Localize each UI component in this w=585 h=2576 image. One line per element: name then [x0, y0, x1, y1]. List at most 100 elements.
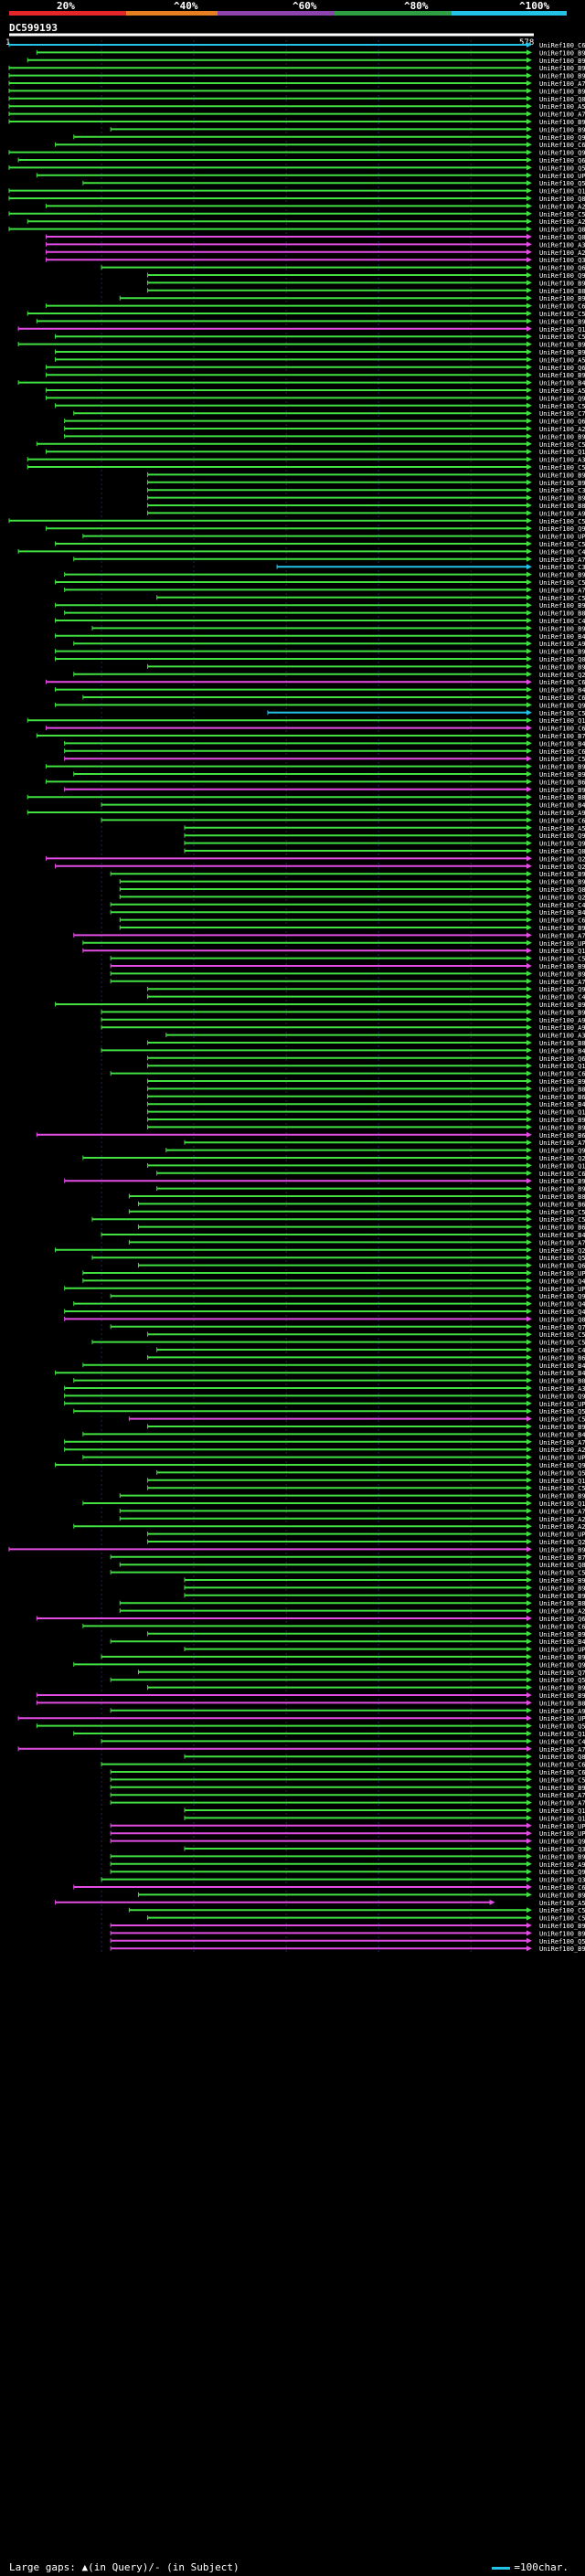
hit-arrow: [526, 771, 532, 777]
hit-arrow: [526, 709, 532, 716]
hit-arrow: [526, 1492, 532, 1499]
hit-arrow: [526, 1539, 532, 1544]
hit-arrow: [526, 1024, 532, 1031]
hit-arrow: [526, 1884, 532, 1890]
hit-label: UniRef100_Q1QNC1: [539, 1109, 585, 1117]
hit-label: UniRef100_Q1QKZ7: [539, 449, 585, 456]
hit-arrow: [526, 1907, 532, 1913]
hit-arrow: [526, 1270, 532, 1276]
hit-label: UniRef100_C3RB87: [539, 487, 585, 494]
hit-label: UniRef100_B9HCQ6: [539, 126, 585, 133]
hit-arrow: [526, 717, 532, 724]
hit-label: UniRef100_B9NTI3: [539, 1593, 585, 1600]
hit-arrow: [526, 1086, 532, 1092]
hit-arrow: [526, 1255, 532, 1261]
hit-arrow: [526, 955, 532, 961]
hit-label: UniRef100_Q06348: [539, 656, 585, 663]
hit-arrow: [526, 855, 532, 862]
hit-arrow: [526, 632, 532, 639]
hit-label: UniRef100_B8BE35: [539, 1700, 585, 1707]
hit-label: UniRef100_B9HMN2: [539, 771, 585, 779]
hit-label: UniRef100_Q4K8I4: [539, 1301, 585, 1309]
hit-label: UniRef100_B6SY24: [539, 779, 585, 786]
hit-label: UniRef100_Q9LJ17: [539, 1839, 585, 1846]
hit-arrow: [526, 1438, 532, 1445]
hit-label: UniRef100_B9GQ80: [539, 787, 585, 794]
hit-label: UniRef100_C3ZRV9: [539, 564, 585, 571]
hit-label: UniRef100_B9HTP5: [539, 572, 585, 579]
hit-label: UniRef100_Q2QEU0: [539, 1155, 585, 1162]
hit-label: UniRef100_Q5YJ35: [539, 1723, 585, 1731]
hit-label: UniRef100_A7PMS1: [539, 1800, 585, 1807]
hit-label: UniRef100_B9HPB2: [539, 1493, 585, 1500]
hit-label: UniRef100_B8LKY1: [539, 794, 585, 801]
hit-label: UniRef100_C6ZRY0: [539, 1884, 585, 1892]
scale-segment-purple: [218, 11, 335, 16]
hit-arrow: [526, 395, 532, 401]
hit-label: UniRef100_Q9H3W6: [539, 272, 585, 280]
hit-arrow: [526, 756, 532, 762]
hit-label: UniRef100_Q2V447: [539, 894, 585, 901]
scale-segment-orange: [126, 11, 218, 16]
hit-arrow: [526, 1424, 532, 1429]
hit-arrow: [526, 1078, 532, 1084]
hit-label: UniRef100_UPI000...: [539, 1270, 585, 1277]
hit-label: UniRef100_A2ZE24: [539, 203, 585, 210]
hit-label: UniRef100_Q6TUJ7: [539, 419, 585, 426]
hit-arrow: [526, 1040, 532, 1045]
hit-arrow: [526, 1232, 532, 1237]
hit-arrow: [526, 694, 532, 700]
hit-arrow: [526, 1616, 532, 1621]
hit-arrow: [526, 196, 532, 201]
hit-label: UniRef100_Q52823: [539, 1469, 585, 1477]
hit-label: UniRef100_A7P1N4: [539, 1508, 585, 1515]
hit-arrow: [526, 387, 532, 393]
hit-label: UniRef100_B9GJM9: [539, 1009, 585, 1016]
hit-label: UniRef100_Q8H1E3: [539, 848, 585, 855]
hit-label: UniRef100_Q1X4T3: [539, 717, 585, 725]
hit-arrow: [526, 817, 532, 823]
scale-legend-text: =100char.: [514, 2561, 569, 2573]
hit-label: UniRef100_B6TRV3: [539, 1354, 585, 1362]
hit-arrow: [526, 1462, 532, 1468]
hit-arrow: [526, 487, 532, 493]
hit-label: UniRef100_A3AER4: [539, 241, 585, 249]
hit-arrow: [526, 1408, 532, 1415]
hit-arrow: [526, 272, 532, 278]
hit-arrow: [526, 164, 532, 171]
hit-arrow: [526, 1723, 532, 1729]
hit-arrow: [526, 1201, 532, 1207]
hit-label: UniRef100_Q8H3Q9: [539, 96, 585, 103]
hit-arrow: [526, 1500, 532, 1506]
hit-label: UniRef100_A9PDB3: [539, 1017, 585, 1024]
hit-arrow: [526, 1147, 532, 1153]
hit-arrow: [526, 1385, 532, 1391]
hit-arrow: [526, 1553, 532, 1560]
hit-arrow: [526, 218, 532, 225]
hit-label: UniRef100_B4FAX6: [539, 1047, 585, 1055]
hit-label: UniRef100_Q93VE8: [539, 1393, 585, 1400]
hit-arrow: [526, 1860, 532, 1867]
hit-arrow: [526, 556, 532, 562]
hit-arrow: [526, 149, 532, 155]
hit-label: UniRef100_Q1LJU0: [539, 326, 585, 334]
hit-arrow: [526, 65, 532, 71]
hit-arrow: [526, 1208, 532, 1214]
hit-label: UniRef100_Q2QYF9: [539, 672, 585, 679]
hit-arrow: [526, 119, 532, 124]
hit-arrow: [526, 88, 532, 94]
hit-arrow: [526, 1431, 532, 1437]
hit-label: UniRef100_B9FBV5: [539, 1692, 585, 1700]
hit-arrow: [526, 763, 532, 769]
hit-arrow: [526, 909, 532, 916]
hit-arrow: [526, 1546, 532, 1553]
hit-label: UniRef100_A5C1Z1: [539, 825, 585, 832]
hit-arrow: [526, 1347, 532, 1352]
hit-arrow: [526, 1830, 532, 1837]
hit-arrow: [526, 1070, 532, 1076]
hit-label: UniRef100_B8LRI0: [539, 288, 585, 295]
hit-label: UniRef100_Q8H019: [539, 234, 585, 241]
hit-label: UniRef100_Q79W78: [539, 1324, 585, 1331]
hit-arrow: [526, 341, 532, 347]
hit-label: UniRef100_Q69SQ5: [539, 365, 585, 372]
